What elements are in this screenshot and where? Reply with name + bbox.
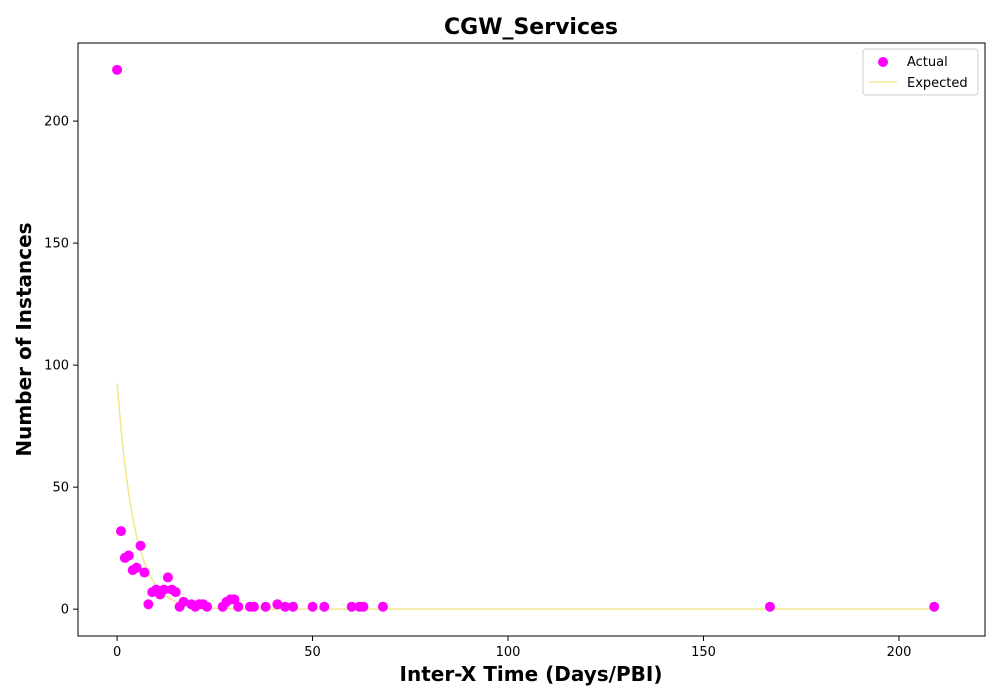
- y-tick-label: 50: [52, 481, 69, 496]
- plot-area: [112, 64, 940, 612]
- actual-data-point: [202, 601, 213, 612]
- x-tick-label: 50: [304, 645, 321, 660]
- actual-data-point: [170, 587, 181, 598]
- legend-marker-actual: [878, 57, 888, 67]
- plot-frame: [77, 42, 986, 637]
- actual-data-point: [260, 601, 271, 612]
- actual-data-point: [233, 601, 244, 612]
- y-tick-label: 200: [44, 115, 69, 130]
- x-tick-label: 200: [887, 645, 912, 660]
- actual-data-point: [377, 601, 388, 612]
- actual-data-point: [116, 526, 126, 537]
- actual-data-point: [288, 601, 299, 612]
- actual-data-point: [139, 567, 150, 578]
- x-tick-label: 150: [691, 645, 716, 660]
- actual-data-point: [143, 599, 154, 610]
- legend-label-actual: Actual: [907, 55, 948, 70]
- x-tick-label: 100: [496, 645, 521, 660]
- x-tick-label: 0: [113, 645, 121, 660]
- actual-data-point: [159, 584, 170, 595]
- actual-data-point: [319, 601, 330, 612]
- y-tick-label: 150: [44, 237, 69, 252]
- y-axis-label: Number of Instances: [12, 222, 36, 456]
- legend-box: [862, 48, 979, 96]
- actual-data-point: [929, 601, 940, 612]
- actual-data-point: [162, 572, 173, 583]
- actual-data-point: [178, 596, 189, 607]
- actual-data-point: [358, 601, 369, 612]
- x-axis-label: Inter-X Time (Days/PBI): [400, 662, 663, 686]
- axis-ticks: 0 50 100 150 200 0 50 100 150 200: [44, 115, 911, 660]
- y-tick-label: 100: [44, 359, 69, 374]
- actual-data-point: [131, 562, 142, 573]
- actual-data-point: [307, 601, 318, 612]
- chart-title: CGW_Services: [444, 15, 618, 40]
- actual-data-point: [764, 601, 775, 612]
- legend-label-expected: Expected: [907, 76, 968, 91]
- actual-data-point: [346, 601, 357, 612]
- actual-data-point: [272, 599, 283, 610]
- actual-data-point: [248, 601, 259, 612]
- actual-data-point: [112, 64, 123, 75]
- actual-data-point: [135, 540, 146, 551]
- legend: Actual Expected: [862, 48, 979, 96]
- actual-data-point: [229, 594, 240, 605]
- y-tick-label: 0: [61, 603, 69, 618]
- actual-data-point: [280, 601, 291, 612]
- actual-data-point: [123, 550, 134, 561]
